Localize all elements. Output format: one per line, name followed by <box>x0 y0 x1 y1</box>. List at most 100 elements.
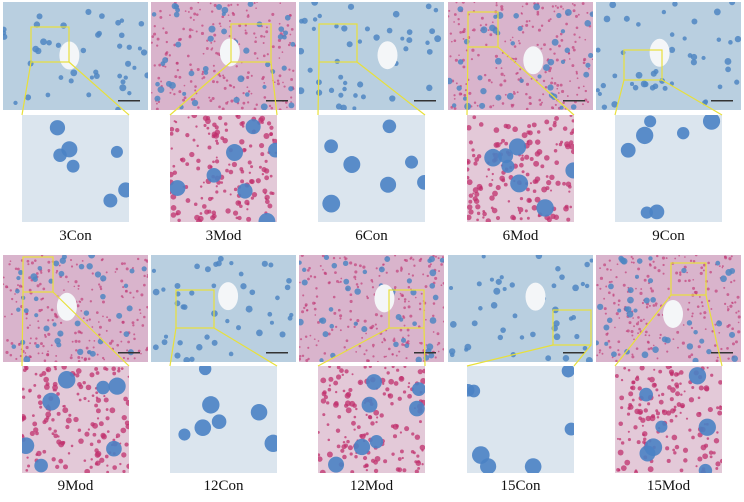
panel-label: 9Mod <box>58 478 94 494</box>
lipid-dot <box>617 449 624 456</box>
lipid-dot <box>227 4 230 7</box>
lipid-dot <box>172 164 176 168</box>
lipid-dot <box>278 108 282 110</box>
lipid-dot <box>76 304 80 308</box>
lipid-dot <box>372 355 375 358</box>
lipid-dot <box>264 159 268 163</box>
lipid-dot <box>471 148 475 152</box>
micrograph <box>299 2 444 110</box>
lipid-dot <box>253 2 256 5</box>
lipid-dot <box>662 263 665 267</box>
nucleus <box>3 26 7 33</box>
nucleus <box>15 288 20 294</box>
lipid-dot <box>641 301 644 305</box>
nucleus <box>340 104 347 110</box>
lipid-dot <box>87 400 90 403</box>
lipid-dot <box>632 261 635 264</box>
lipid-dot <box>115 267 119 271</box>
lipid-dot <box>432 314 435 318</box>
lipid-dot <box>77 359 81 362</box>
lipid-dot <box>596 354 599 357</box>
lipid-dot <box>155 102 158 105</box>
nucleus <box>243 47 250 54</box>
lipid-dot <box>170 205 177 211</box>
zoom-connector <box>423 327 426 367</box>
nucleus <box>345 285 351 292</box>
lipid-dot <box>40 342 43 346</box>
lipid-dot <box>51 418 55 422</box>
lipid-dot <box>333 402 339 408</box>
lipid-dot <box>58 264 61 267</box>
lipid-dot <box>384 366 387 370</box>
nucleus <box>403 46 409 52</box>
nucleus <box>603 15 611 23</box>
lipid-dot <box>553 149 558 153</box>
lipid-dot <box>168 54 171 57</box>
lipid-dot <box>679 382 682 385</box>
lipid-dot <box>301 310 305 314</box>
lipid-dot <box>386 371 390 375</box>
nucleus <box>23 308 29 314</box>
lipid-dot <box>193 98 196 100</box>
nucleus <box>94 271 102 278</box>
lipid-dot <box>404 426 410 432</box>
lipid-dot <box>46 306 50 309</box>
lipid-dot <box>524 154 530 160</box>
nucleus <box>463 38 470 45</box>
lipid-dot <box>643 318 645 321</box>
nucleus <box>547 84 554 91</box>
lipid-dot <box>737 321 740 324</box>
lipid-dot <box>264 168 270 174</box>
lipid-dot <box>230 3 233 6</box>
lipid-dot <box>519 68 522 71</box>
lipid-dot <box>417 369 423 375</box>
lipid-dot <box>696 305 700 308</box>
nucleus <box>125 60 132 67</box>
zoom-micrograph <box>22 366 129 473</box>
nucleus <box>175 291 181 297</box>
lipid-dot <box>707 407 713 413</box>
nucleus <box>229 261 234 266</box>
panel-label: 6Con <box>355 228 388 244</box>
lipid-dot <box>193 202 198 207</box>
lipid-dot <box>467 214 472 221</box>
nucleus <box>510 174 529 193</box>
lipid-dot <box>630 255 633 259</box>
lipid-dot <box>353 428 356 431</box>
nucleus <box>703 99 709 105</box>
lipid-dot <box>491 21 494 24</box>
lipid-dot <box>453 94 456 97</box>
lipid-dot <box>477 53 480 57</box>
lipid-dot <box>521 132 528 139</box>
nucleus <box>183 357 191 362</box>
lipid-dot <box>472 153 476 158</box>
lipid-dot <box>521 154 524 157</box>
nucleus <box>627 296 634 304</box>
lipid-dot <box>405 341 409 345</box>
lipid-dot <box>196 67 200 72</box>
lipid-dot <box>699 312 702 315</box>
nucleus <box>588 52 593 59</box>
lipid-dot <box>81 259 84 262</box>
nucleus <box>713 8 721 16</box>
nucleus <box>643 297 650 304</box>
lipid-dot <box>365 349 368 352</box>
nucleus <box>80 47 87 54</box>
lipid-dot <box>399 376 404 381</box>
lipid-dot <box>468 209 474 215</box>
lipid-dot <box>212 160 215 164</box>
lipid-dot <box>239 139 245 145</box>
lipid-dot <box>95 391 99 395</box>
lipid-dot <box>173 120 176 123</box>
nucleus <box>258 213 276 222</box>
nucleus <box>481 255 486 259</box>
lipid-dot <box>51 432 55 436</box>
lipid-dot <box>566 217 571 222</box>
lipid-dot <box>549 174 555 180</box>
lipid-dot <box>103 395 106 398</box>
lipid-dot <box>124 289 128 293</box>
lipid-dot <box>350 470 355 473</box>
nucleus <box>127 90 132 96</box>
lipid-dot <box>172 170 178 175</box>
lipid-dot <box>735 311 738 314</box>
